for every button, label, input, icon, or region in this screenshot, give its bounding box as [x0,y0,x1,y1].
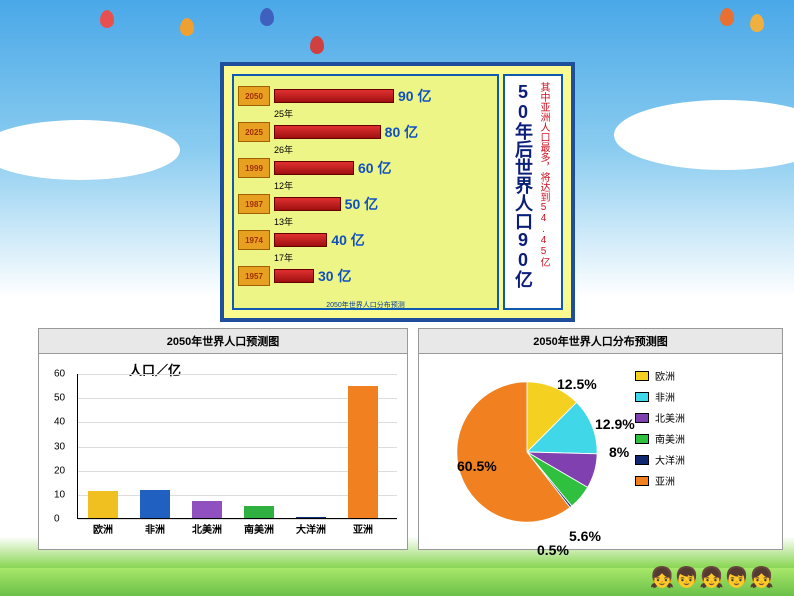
bar [140,490,170,518]
y-tick: 50 [54,393,65,404]
year-gap-label: 26年 [274,146,493,154]
bar [244,506,274,518]
gridline [78,374,397,375]
mini-pie-caption: 2050年世界人口分布预测 [234,300,497,310]
pie-svg [427,362,627,542]
legend-swatch [635,371,649,381]
history-bar-label: 60 亿 [358,158,391,178]
legend-item: 南美洲 [635,431,685,446]
x-tick: 欧洲 [93,521,113,536]
balloon [180,18,194,36]
pie-chart-title: 2050年世界人口分布预测图 [419,329,782,354]
legend-item: 北美洲 [635,410,685,425]
x-tick: 亚洲 [353,521,373,536]
infographic-bars-panel: 2050 90 亿 25年 2025 80 亿 26年 1999 60 亿 12年 1987… [232,74,499,310]
x-tick: 大洋洲 [296,521,326,536]
legend-item: 非洲 [635,389,685,404]
infographic-title: 50年后世界人口90亿 [510,82,536,302]
bar [192,501,222,518]
gridline [78,519,397,520]
pie-legend: 欧洲非洲北美洲南美洲大洋洲亚洲 [635,362,685,541]
x-tick: 北美洲 [192,521,222,536]
legend-swatch [635,413,649,423]
legend-label: 亚洲 [655,473,675,488]
history-bar-label: 30 亿 [318,266,351,286]
pie-pct-label: 8% [609,444,629,460]
x-tick: 南美洲 [244,521,274,536]
legend-swatch [635,455,649,465]
balloon [310,36,324,54]
year-gap-label: 17年 [274,254,493,262]
pie-pct-label: 12.5% [557,376,597,392]
infographic-subtitle: 其中亚洲人口最多，将达到54.45亿 [536,82,551,302]
year-tag: 1999 [238,158,270,178]
balloon [720,8,734,26]
legend-item: 亚洲 [635,473,685,488]
y-tick: 40 [54,417,65,428]
year-gap-label: 25年 [274,110,493,118]
bar-chart-title: 2050年世界人口预测图 [39,329,407,354]
year-tag: 2050 [238,86,270,106]
infographic-title-panel: 其中亚洲人口最多，将达到54.45亿 50年后世界人口90亿 [503,74,563,310]
legend-swatch [635,476,649,486]
history-bar-label: 50 亿 [345,194,378,214]
history-bar-row: 2025 80 亿 [238,120,493,144]
history-bar [274,161,354,175]
y-tick: 30 [54,441,65,452]
legend-label: 大洋洲 [655,452,685,467]
history-bar [274,89,394,103]
population-history-infographic: 2050 90 亿 25年 2025 80 亿 26年 1999 60 亿 12年 1987… [220,62,575,322]
bar-plot-area: 0102030405060欧洲非洲北美洲南美洲大洋洲亚洲 [77,374,397,519]
history-bar [274,125,381,139]
legend-label: 非洲 [655,389,675,404]
balloon [750,14,764,32]
balloon [100,10,114,28]
kids-illustration: 👧👦👧👦👧 [649,565,774,590]
bar [296,517,326,518]
year-tag: 2025 [238,122,270,142]
year-tag: 1987 [238,194,270,214]
cloud [614,100,794,170]
bar-chart-panel: 2050年世界人口预测图 人口／亿 0102030405060欧洲非洲北美洲南美… [38,328,408,550]
legend-swatch [635,434,649,444]
cloud [0,120,180,180]
year-tag: 1974 [238,230,270,250]
year-gap-label: 13年 [274,218,493,226]
x-tick: 非洲 [145,521,165,536]
pie-pct-label: 12.9% [595,416,635,432]
y-tick: 10 [54,489,65,500]
legend-item: 欧洲 [635,368,685,383]
legend-label: 北美洲 [655,410,685,425]
history-bar-row: 1974 40 亿 [238,228,493,252]
pie-pct-label: 0.5% [537,542,569,558]
history-bar-row: 1999 60 亿 [238,156,493,180]
history-bar-label: 90 亿 [398,86,431,106]
history-bar-row: 1957 30 亿 [238,264,493,288]
pie-pct-label: 5.6% [569,528,601,544]
history-bar [274,197,341,211]
history-bar-row: 2050 90 亿 [238,84,493,108]
balloon [260,8,274,26]
legend-label: 欧洲 [655,368,675,383]
bar [88,491,118,518]
legend-swatch [635,392,649,402]
legend-item: 大洋洲 [635,452,685,467]
bar [348,386,378,518]
legend-label: 南美洲 [655,431,685,446]
pie-chart-panel: 2050年世界人口分布预测图 欧洲非洲北美洲南美洲大洋洲亚洲 12.5% 12.9… [418,328,783,550]
y-tick: 0 [54,514,60,525]
history-bar [274,233,327,247]
history-bar-label: 80 亿 [385,122,418,142]
year-gap-label: 12年 [274,182,493,190]
history-bar-label: 40 亿 [331,230,364,250]
history-bar [274,269,314,283]
y-tick: 20 [54,465,65,476]
year-tag: 1957 [238,266,270,286]
history-bar-row: 1987 50 亿 [238,192,493,216]
pie-pct-label: 60.5% [457,458,497,474]
y-tick: 60 [54,369,65,380]
